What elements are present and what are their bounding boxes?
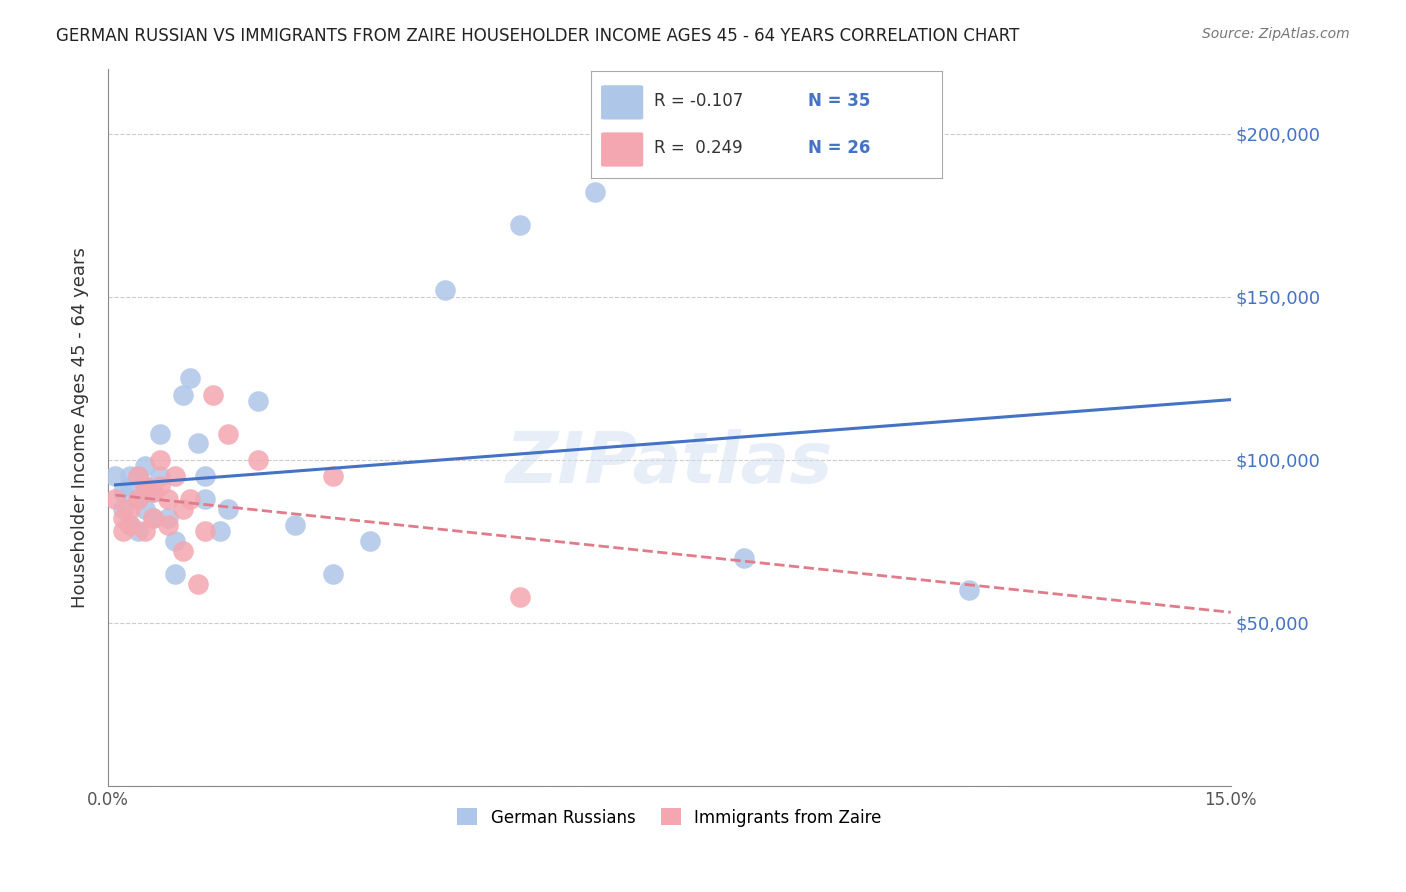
Point <box>134 479 156 493</box>
Point <box>149 452 172 467</box>
Point <box>172 501 194 516</box>
Point <box>104 491 127 506</box>
Point <box>149 469 172 483</box>
Point <box>120 518 142 533</box>
Text: R =  0.249: R = 0.249 <box>654 139 742 157</box>
Point <box>134 501 156 516</box>
Point <box>165 566 187 581</box>
Point <box>111 501 134 516</box>
Text: GERMAN RUSSIAN VS IMMIGRANTS FROM ZAIRE HOUSEHOLDER INCOME AGES 45 - 64 YEARS CO: GERMAN RUSSIAN VS IMMIGRANTS FROM ZAIRE … <box>56 27 1019 45</box>
Point <box>142 511 165 525</box>
Legend: German Russians, Immigrants from Zaire: German Russians, Immigrants from Zaire <box>449 800 890 835</box>
Text: R = -0.107: R = -0.107 <box>654 93 742 111</box>
Point <box>142 511 165 525</box>
Point <box>583 186 606 200</box>
Point <box>509 590 531 604</box>
Point <box>127 491 149 506</box>
Point <box>172 387 194 401</box>
Point <box>433 283 456 297</box>
Point <box>187 576 209 591</box>
Point <box>322 566 344 581</box>
Point <box>209 524 232 539</box>
Point <box>165 534 187 549</box>
Point <box>134 479 156 493</box>
Point <box>127 469 149 483</box>
Point <box>104 469 127 483</box>
Point <box>733 550 755 565</box>
Point <box>165 469 187 483</box>
Point <box>120 469 142 483</box>
Point <box>179 491 201 506</box>
Point <box>156 511 179 525</box>
FancyBboxPatch shape <box>602 132 644 167</box>
Point <box>111 511 134 525</box>
Point <box>957 583 980 598</box>
Text: ZIPatlas: ZIPatlas <box>506 428 832 498</box>
FancyBboxPatch shape <box>602 86 644 120</box>
Point <box>172 544 194 558</box>
Point <box>179 371 201 385</box>
Point <box>359 534 381 549</box>
Point <box>194 469 217 483</box>
Point <box>142 485 165 500</box>
Point <box>156 518 179 533</box>
Point <box>246 394 269 409</box>
Point <box>111 485 134 500</box>
Point <box>217 501 239 516</box>
Point <box>134 459 156 474</box>
Y-axis label: Householder Income Ages 45 - 64 years: Householder Income Ages 45 - 64 years <box>72 247 89 607</box>
Point <box>194 491 217 506</box>
Point <box>120 518 142 533</box>
Point <box>509 218 531 232</box>
Point <box>120 501 142 516</box>
Point <box>217 426 239 441</box>
Point <box>284 518 307 533</box>
Point <box>134 524 156 539</box>
Point <box>127 469 149 483</box>
Text: Source: ZipAtlas.com: Source: ZipAtlas.com <box>1202 27 1350 41</box>
Point <box>120 479 142 493</box>
Point <box>322 469 344 483</box>
Point <box>246 452 269 467</box>
Point <box>201 387 224 401</box>
Point <box>127 491 149 506</box>
Text: N = 35: N = 35 <box>808 93 870 111</box>
Point <box>149 479 172 493</box>
Point <box>156 491 179 506</box>
Point <box>194 524 217 539</box>
Point <box>142 485 165 500</box>
Point <box>149 426 172 441</box>
Point <box>187 436 209 450</box>
Point <box>111 524 134 539</box>
Text: N = 26: N = 26 <box>808 139 870 157</box>
Point <box>127 524 149 539</box>
